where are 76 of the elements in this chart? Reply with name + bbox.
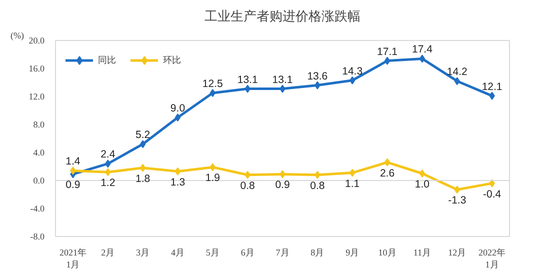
point xyxy=(140,140,146,148)
data-label: 2.4 xyxy=(100,148,116,161)
point xyxy=(489,92,495,100)
point xyxy=(105,168,111,176)
point xyxy=(210,163,216,172)
data-label: 0.9 xyxy=(275,179,290,192)
data-label: 1.8 xyxy=(136,172,150,185)
point xyxy=(384,158,390,166)
point xyxy=(314,170,320,179)
x-tick-label: 8月 xyxy=(310,248,324,258)
y-tick-label: 4.0 xyxy=(33,148,45,158)
data-label: 14.3 xyxy=(342,65,363,78)
data-label: 1.0 xyxy=(414,178,430,190)
data-label: 0.8 xyxy=(310,180,325,192)
data-label: 1.3 xyxy=(170,176,186,188)
point xyxy=(419,170,426,178)
point xyxy=(419,54,426,63)
y-tick-label: 12.0 xyxy=(28,92,45,102)
point xyxy=(105,160,111,168)
y-tick-label: 16.0 xyxy=(28,64,45,74)
y-tick-label: 8.0 xyxy=(33,120,45,130)
point xyxy=(489,179,495,188)
data-label: 12.5 xyxy=(202,78,224,90)
x-tick-label: 4月 xyxy=(170,248,184,258)
data-label: 12.1 xyxy=(482,80,502,93)
data-label: 2.6 xyxy=(380,167,395,180)
x-tick-label: 11月 xyxy=(413,248,432,258)
point xyxy=(244,170,250,179)
y-tick-label: -4.0 xyxy=(30,204,45,214)
x-tick-label: 6月 xyxy=(240,248,254,258)
point xyxy=(280,84,286,93)
point xyxy=(244,84,250,93)
point xyxy=(384,56,390,65)
chart-title: 工业生产者购进价格涨跌幅 xyxy=(204,8,360,24)
y-tick-label: -8.0 xyxy=(30,232,45,242)
x-tick-label: 2021年 1月 xyxy=(59,248,86,270)
x-tick-label: 12月 xyxy=(448,248,466,258)
point xyxy=(314,81,320,90)
x-tick-label: 2月 xyxy=(101,248,115,258)
point xyxy=(350,76,356,84)
data-label: 14.2 xyxy=(446,66,468,78)
point xyxy=(210,89,216,97)
point xyxy=(174,114,181,122)
data-label: 13.1 xyxy=(272,74,293,86)
data-label: 13.6 xyxy=(307,70,328,82)
data-label: -0.4 xyxy=(482,188,502,200)
data-label: 1.2 xyxy=(100,177,116,190)
x-tick-label: 7月 xyxy=(276,248,290,258)
legend-label: 同比 xyxy=(98,54,117,66)
point xyxy=(70,166,76,175)
data-label: 17.4 xyxy=(412,44,433,56)
point xyxy=(174,167,181,176)
x-tick-label: 2022年 1月 xyxy=(478,248,506,270)
data-label: 1.9 xyxy=(205,172,220,184)
data-label: 0.8 xyxy=(240,180,256,192)
text: (%) xyxy=(10,30,24,40)
data-label: 13.1 xyxy=(237,74,258,86)
point xyxy=(140,164,146,172)
data-label: 0.9 xyxy=(66,179,80,192)
data-label: 17.1 xyxy=(377,46,398,58)
data-label: 1.1 xyxy=(345,178,360,190)
data-label: 1.4 xyxy=(66,156,80,168)
point xyxy=(454,77,460,86)
point xyxy=(350,168,356,177)
data-label: 5.2 xyxy=(136,129,150,142)
legend-label: 环比 xyxy=(163,54,182,66)
data-label: -1.3 xyxy=(448,194,466,207)
x-tick-label: 5月 xyxy=(206,248,220,258)
y-tick-label: 0.0 xyxy=(33,176,45,186)
x-tick-label: 9月 xyxy=(346,248,360,258)
x-tick-label: 3月 xyxy=(136,248,150,258)
point xyxy=(454,186,460,194)
y-tick-label: 20.0 xyxy=(28,36,45,46)
data-label: 9.0 xyxy=(170,102,186,114)
x-tick-label: 10月 xyxy=(378,248,396,258)
point xyxy=(280,170,286,178)
